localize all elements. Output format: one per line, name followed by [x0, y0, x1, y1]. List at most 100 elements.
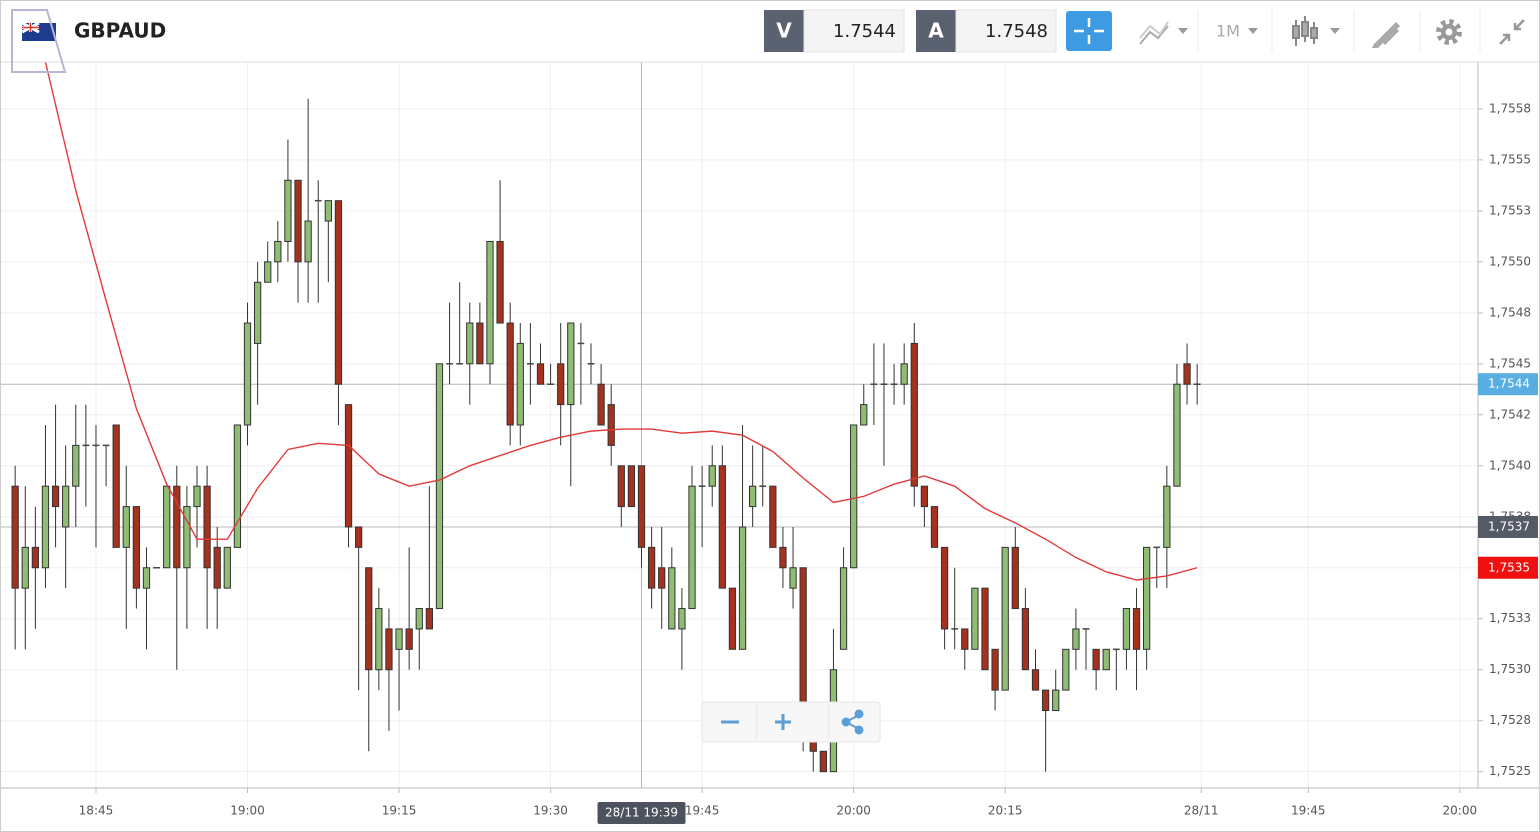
flag-icon [11, 9, 67, 73]
candle-style-button[interactable] [1292, 16, 1340, 46]
y-tick-label: 1,7533 [1489, 611, 1531, 625]
timeframe-arrow[interactable] [1248, 28, 1258, 34]
candle-body [1092, 648, 1100, 671]
candle-body [72, 444, 80, 487]
candle-body [1001, 546, 1009, 691]
zoom-controls [701, 701, 881, 743]
timeframe[interactable]: 1M [1216, 22, 1240, 41]
buy-price-box[interactable] [955, 9, 1057, 53]
candle-body [112, 424, 120, 548]
price-marker-label: 1,7544 [1488, 377, 1530, 391]
candle-body [203, 485, 211, 569]
candle-body [1031, 669, 1040, 691]
sell-price-box[interactable] [803, 9, 905, 53]
axes: 1,7558 1,7555 1,7553 1,7550 1,7548 1,7545 1,75… [0, 62, 1540, 824]
candle-body [173, 485, 181, 569]
candle-body [496, 240, 504, 324]
settings-button[interactable] [1436, 19, 1462, 45]
candle-body [375, 608, 383, 671]
zoom-in-button[interactable] [775, 714, 791, 730]
candle-body [819, 750, 827, 773]
candle-body [567, 322, 575, 406]
y-tick-label: 1,7525 [1489, 764, 1531, 778]
candle-body [344, 404, 353, 528]
candle-body [940, 546, 949, 630]
buy-price[interactable]: 1.7548 [985, 21, 1048, 42]
y-tick-label: 1,7550 [1489, 254, 1531, 268]
sell-price[interactable]: 1.7544 [833, 21, 896, 42]
candle-body [577, 342, 585, 345]
candle-body [1021, 608, 1030, 671]
candle-body [738, 526, 747, 650]
price-marker [1478, 373, 1538, 396]
candle-body [213, 546, 221, 589]
candle-body [1183, 363, 1191, 385]
candle-body [102, 444, 110, 447]
crosshair-button[interactable] [1066, 11, 1112, 51]
candle-body [304, 220, 312, 263]
candle-body [971, 587, 979, 650]
price-marker-label: 1,7537 [1488, 519, 1530, 533]
candle-body [1062, 648, 1070, 691]
draw-tool-button[interactable] [1372, 22, 1400, 48]
price-marker [1478, 556, 1538, 579]
candle-body [597, 383, 605, 426]
candle-body [779, 546, 787, 569]
candle-body [1102, 648, 1110, 671]
candle-body [527, 363, 534, 365]
candle-body [607, 404, 615, 446]
candle-body [890, 383, 898, 385]
candle-body [991, 648, 999, 691]
candle-body [1122, 608, 1131, 650]
candle-body [1082, 628, 1090, 630]
candle-body [21, 546, 29, 589]
candle-body [1163, 485, 1171, 548]
candle-body [425, 608, 433, 630]
buy-label[interactable]: A [928, 19, 944, 43]
chart-type-button[interactable] [1139, 21, 1188, 45]
candle-body [294, 179, 302, 263]
candle-body [930, 506, 939, 548]
candle-body [355, 526, 363, 548]
candle-body [274, 240, 282, 263]
candle-body [395, 628, 403, 650]
candle-body [122, 506, 130, 548]
candle-body [11, 485, 19, 589]
y-tick-label: 1,7540 [1489, 458, 1531, 472]
candle-body [759, 485, 767, 487]
candle-body [536, 363, 545, 385]
x-tick-label: 19:30 [533, 804, 568, 818]
sell-button[interactable] [764, 10, 804, 52]
candle-body [324, 200, 332, 222]
candle-body [557, 363, 565, 406]
share-button[interactable] [841, 709, 864, 735]
candle-body [1153, 546, 1161, 549]
candle-body [446, 363, 453, 365]
y-tick-label: 1,7545 [1489, 356, 1531, 370]
candle-body [264, 261, 272, 283]
candle-body [961, 628, 969, 650]
candle-body [486, 240, 494, 365]
candle-body [405, 628, 413, 650]
candle-body [415, 608, 423, 630]
x-tick-label: 19:45 [685, 804, 720, 818]
candle-body [132, 506, 141, 589]
candle-body [365, 567, 373, 671]
candle-body [678, 608, 686, 630]
candle-body [627, 465, 636, 508]
candle-body [31, 546, 39, 569]
x-tick-label: 19:45 [1291, 804, 1326, 818]
collapse-button[interactable] [1499, 19, 1525, 45]
sell-label[interactable]: V [776, 19, 792, 43]
candle-body [749, 485, 757, 508]
candle-body [688, 485, 696, 610]
buy-button[interactable] [916, 10, 956, 52]
candle-body [385, 628, 393, 671]
candle-body [769, 485, 777, 548]
x-tick-label: 28/11 [1184, 804, 1219, 818]
candle-body [850, 424, 858, 569]
candle-body [789, 567, 797, 589]
